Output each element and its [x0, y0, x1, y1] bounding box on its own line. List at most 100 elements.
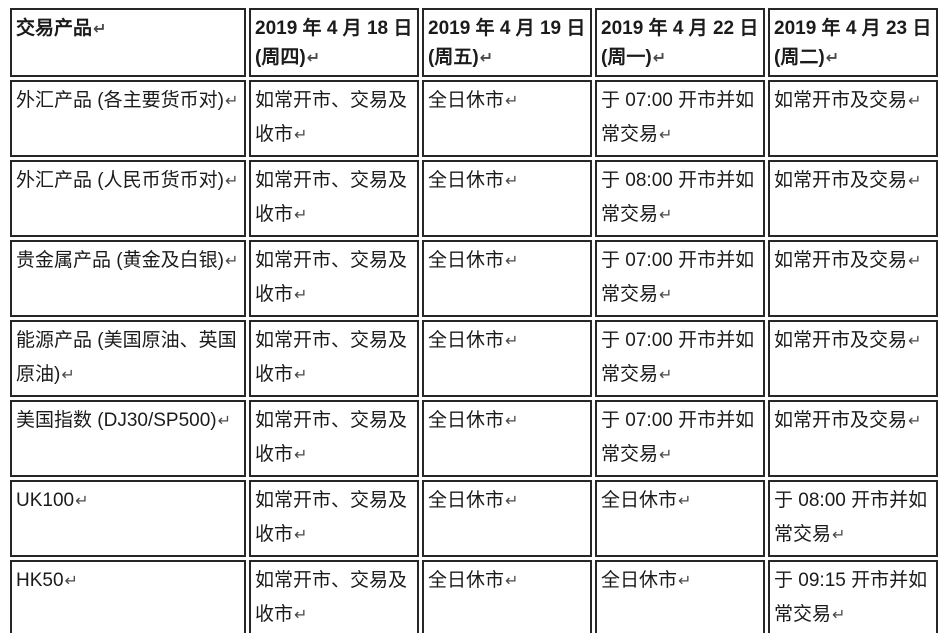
paragraph-mark-icon: ↵ [659, 447, 673, 464]
paragraph-mark-icon: ↵ [505, 413, 519, 430]
cell-text: 如常开市、交易及收市 [255, 570, 408, 625]
table-cell: 全日休市↵ [422, 240, 592, 317]
table-cell: 贵金属产品 (黄金及白银)↵ [10, 240, 246, 317]
paragraph-mark-icon: ↵ [908, 253, 922, 270]
paragraph-mark-icon: ↵ [224, 253, 239, 270]
paragraph-mark-icon: ↵ [224, 93, 239, 110]
cell-text: 全日休市 [601, 570, 678, 591]
cell-text: 如常开市、交易及收市 [255, 410, 408, 465]
table-row-uk100: UK100↵ 如常开市、交易及收市↵ 全日休市↵ 全日休市↵ 于 08:00 开… [10, 480, 938, 557]
table-cell: HK50↵ [10, 560, 246, 633]
header-cell-apr22: 2019 年 4 月 22 日(周一)↵ [595, 8, 765, 77]
cell-text: 美国指数 (DJ30/SP500) [16, 410, 217, 431]
table-cell: 全日休市↵ [422, 160, 592, 237]
cell-text: 如常开市、交易及收市 [255, 490, 408, 545]
cell-text: 于 07:00 开市并如常交易 [601, 410, 755, 465]
cell-text: 全日休市 [601, 490, 678, 511]
table-cell: 如常开市及交易↵ [768, 80, 938, 157]
cell-text: 外汇产品 (人民币货币对) [16, 170, 224, 191]
header-text: 2019 年 4 月 23 日(周二) [774, 18, 932, 68]
paragraph-mark-icon: ↵ [294, 447, 308, 464]
trading-schedule-table: 交易产品↵ 2019 年 4 月 18 日(周四)↵ 2019 年 4 月 19… [7, 5, 939, 633]
table-cell: 于 07:00 开市并如常交易↵ [595, 240, 765, 317]
paragraph-mark-icon: ↵ [224, 173, 239, 190]
table-cell: 如常开市、交易及收市↵ [249, 400, 419, 477]
table-cell: 全日休市↵ [595, 480, 765, 557]
table-cell: 如常开市及交易↵ [768, 400, 938, 477]
paragraph-mark-icon: ↵ [294, 127, 308, 144]
paragraph-mark-icon: ↵ [908, 333, 922, 350]
cell-text: 全日休市 [428, 170, 505, 191]
cell-text: 于 07:00 开市并如常交易 [601, 250, 755, 305]
paragraph-mark-icon: ↵ [652, 50, 667, 67]
paragraph-mark-icon: ↵ [659, 367, 673, 384]
cell-text: 全日休市 [428, 90, 505, 111]
cell-text: 全日休市 [428, 490, 505, 511]
header-text: 交易产品 [16, 18, 93, 39]
paragraph-mark-icon: ↵ [908, 413, 922, 430]
paragraph-mark-icon: ↵ [294, 287, 308, 304]
paragraph-mark-icon: ↵ [64, 573, 78, 590]
cell-text: 全日休市 [428, 330, 505, 351]
paragraph-mark-icon: ↵ [294, 207, 308, 224]
table-cell: 全日休市↵ [422, 320, 592, 397]
paragraph-mark-icon: ↵ [505, 173, 519, 190]
document-page: 交易产品↵ 2019 年 4 月 18 日(周四)↵ 2019 年 4 月 19… [0, 5, 939, 633]
paragraph-mark-icon: ↵ [825, 50, 840, 67]
table-row-forex-rmb: 外汇产品 (人民币货币对)↵ 如常开市、交易及收市↵ 全日休市↵ 于 08:00… [10, 160, 938, 237]
cell-text: HK50 [16, 570, 64, 591]
table-cell: 于 08:00 开市并如常交易↵ [595, 160, 765, 237]
header-text: 2019 年 4 月 18 日(周四) [255, 18, 413, 68]
paragraph-mark-icon: ↵ [659, 287, 673, 304]
paragraph-mark-icon: ↵ [505, 573, 519, 590]
cell-text: UK100 [16, 490, 75, 511]
cell-text: 如常开市及交易 [774, 410, 908, 431]
table-cell: 美国指数 (DJ30/SP500)↵ [10, 400, 246, 477]
table-cell: 全日休市↵ [595, 560, 765, 633]
table-cell: 全日休市↵ [422, 400, 592, 477]
table-row-precious-metals: 贵金属产品 (黄金及白银)↵ 如常开市、交易及收市↵ 全日休市↵ 于 07:00… [10, 240, 938, 317]
cell-text: 如常开市、交易及收市 [255, 90, 408, 145]
cell-text: 于 08:00 开市并如常交易 [774, 490, 928, 545]
cell-text: 于 09:15 开市并如常交易 [774, 570, 928, 625]
header-cell-product: 交易产品↵ [10, 8, 246, 77]
paragraph-mark-icon: ↵ [75, 493, 89, 510]
paragraph-mark-icon: ↵ [832, 607, 846, 624]
table-cell: 于 07:00 开市并如常交易↵ [595, 320, 765, 397]
header-text: 2019 年 4 月 19 日(周五) [428, 18, 586, 68]
paragraph-mark-icon: ↵ [93, 21, 107, 38]
paragraph-mark-icon: ↵ [659, 127, 673, 144]
paragraph-mark-icon: ↵ [505, 333, 519, 350]
table-cell: 如常开市及交易↵ [768, 160, 938, 237]
table-cell: 能源产品 (美国原油、英国原油)↵ [10, 320, 246, 397]
table-cell: 于 07:00 开市并如常交易↵ [595, 80, 765, 157]
table-cell: 如常开市、交易及收市↵ [249, 240, 419, 317]
header-text: 2019 年 4 月 22 日(周一) [601, 18, 759, 68]
cell-text: 能源产品 (美国原油、英国原油) [16, 330, 237, 385]
paragraph-mark-icon: ↵ [678, 493, 692, 510]
table-cell: 如常开市、交易及收市↵ [249, 480, 419, 557]
cell-text: 贵金属产品 (黄金及白银) [16, 250, 224, 271]
header-cell-apr23: 2019 年 4 月 23 日(周二)↵ [768, 8, 938, 77]
table-cell: 如常开市、交易及收市↵ [249, 160, 419, 237]
cell-text: 如常开市、交易及收市 [255, 250, 408, 305]
table-cell: UK100↵ [10, 480, 246, 557]
header-cell-apr19: 2019 年 4 月 19 日(周五)↵ [422, 8, 592, 77]
cell-text: 如常开市及交易 [774, 90, 908, 111]
paragraph-mark-icon: ↵ [306, 50, 321, 67]
table-cell: 于 07:00 开市并如常交易↵ [595, 400, 765, 477]
paragraph-mark-icon: ↵ [505, 253, 519, 270]
table-cell: 外汇产品 (人民币货币对)↵ [10, 160, 246, 237]
paragraph-mark-icon: ↵ [505, 493, 519, 510]
paragraph-mark-icon: ↵ [832, 527, 846, 544]
paragraph-mark-icon: ↵ [294, 367, 308, 384]
table-row-us-indices: 美国指数 (DJ30/SP500)↵ 如常开市、交易及收市↵ 全日休市↵ 于 0… [10, 400, 938, 477]
paragraph-mark-icon: ↵ [294, 607, 308, 624]
paragraph-mark-icon: ↵ [908, 93, 922, 110]
cell-text: 如常开市及交易 [774, 250, 908, 271]
table-row-energy: 能源产品 (美国原油、英国原油)↵ 如常开市、交易及收市↵ 全日休市↵ 于 07… [10, 320, 938, 397]
cell-text: 如常开市及交易 [774, 330, 908, 351]
table-cell: 于 09:15 开市并如常交易↵ [768, 560, 938, 633]
table-cell: 全日休市↵ [422, 560, 592, 633]
cell-text: 如常开市、交易及收市 [255, 170, 408, 225]
